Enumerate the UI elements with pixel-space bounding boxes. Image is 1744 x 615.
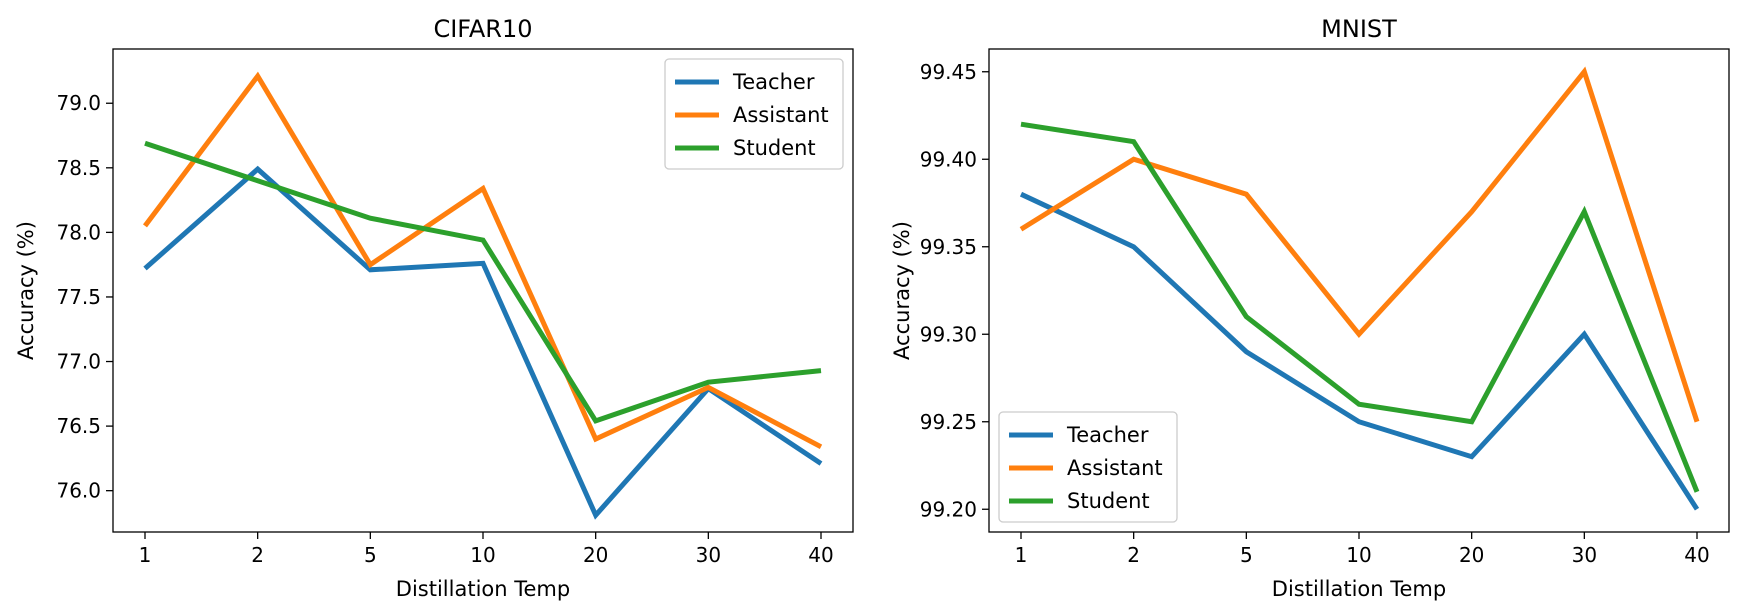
x-tick-label: 20 (1459, 543, 1484, 567)
x-tick-label: 5 (364, 543, 377, 567)
series-line-assistant (1019, 66, 1700, 423)
chart-panel-0: CIFAR10 1 2 5 10 20 30 40 76.0 76.5 77.0 77.5 78.0 78… (14, 15, 854, 601)
x-tick-label: 30 (696, 543, 721, 567)
legend-label-teacher: Teacher (732, 70, 815, 94)
x-tick-label: 40 (1684, 543, 1709, 567)
chart-title: MNIST (1321, 15, 1397, 43)
y-tick-label: 99.20 (920, 497, 977, 521)
x-tick-label: 20 (583, 543, 608, 567)
x-tick-label: 2 (251, 543, 264, 567)
x-axis-label: Distillation Temp (1272, 577, 1446, 601)
x-tick-label: 30 (1572, 543, 1597, 567)
legend: Teacher Assistant Student (998, 411, 1178, 523)
x-tick-label: 10 (470, 543, 495, 567)
legend-label-assistant: Assistant (733, 103, 829, 127)
series-line-assistant (143, 71, 823, 450)
y-tick-label: 99.35 (920, 235, 977, 259)
y-tick-label: 99.45 (920, 60, 977, 84)
y-tick-label: 76.0 (56, 479, 101, 503)
chart-title: CIFAR10 (433, 15, 532, 43)
legend-box (998, 411, 1178, 523)
series-line-teacher (143, 165, 823, 520)
series-line-student (1020, 121, 1700, 493)
x-axis-label: Distillation Temp (396, 577, 570, 601)
y-tick-label: 77.0 (56, 350, 101, 374)
legend-label-teacher: Teacher (1066, 423, 1149, 447)
x-tick-label: 10 (1346, 543, 1371, 567)
legend-label-assistant: Assistant (1067, 456, 1163, 480)
y-tick-label: 99.25 (920, 410, 977, 434)
y-tick-label: 99.30 (920, 322, 977, 346)
y-axis-label: Accuracy (%) (14, 221, 38, 360)
series-line-student (144, 140, 822, 424)
x-tick-label: 40 (808, 543, 833, 567)
legend-label-student: Student (1067, 489, 1150, 513)
series-line-teacher (1019, 191, 1700, 511)
y-tick-label: 78.0 (56, 220, 101, 244)
legend-box (664, 58, 844, 170)
x-tick-label: 1 (139, 543, 152, 567)
chart-panel-1: MNIST 1 2 5 10 20 30 40 99.20 99.25 99.30 99.35 99.4… (890, 15, 1730, 601)
plot-area (988, 48, 1730, 533)
plot-area (112, 48, 854, 533)
x-tick-label: 1 (1015, 543, 1028, 567)
y-tick-label: 79.0 (56, 91, 101, 115)
y-tick-label: 99.40 (920, 147, 977, 171)
y-axis-label: Accuracy (%) (890, 221, 914, 360)
y-tick-label: 76.5 (56, 414, 101, 438)
y-tick-label: 77.5 (56, 285, 101, 309)
y-tick-label: 78.5 (56, 156, 101, 180)
legend: Teacher Assistant Student (664, 58, 844, 170)
x-tick-label: 2 (1127, 543, 1140, 567)
legend-label-student: Student (733, 136, 816, 160)
x-tick-label: 5 (1240, 543, 1253, 567)
